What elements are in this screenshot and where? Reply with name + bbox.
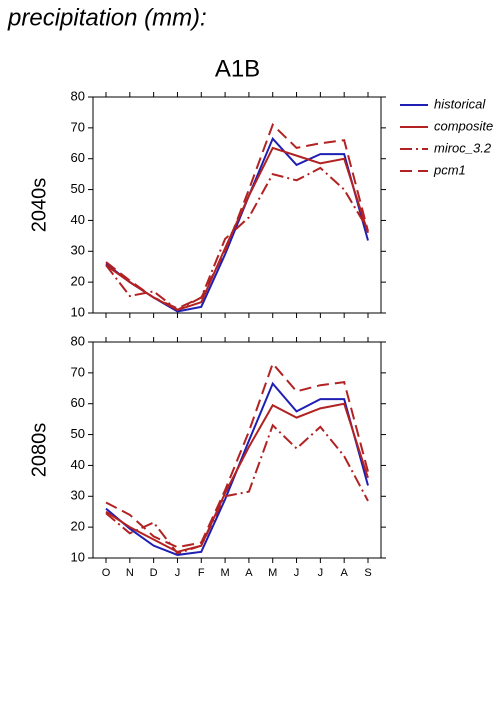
x-tick-label: N xyxy=(126,567,134,579)
y-tick-label: 80 xyxy=(71,333,85,348)
y-axis-label: 2040s xyxy=(28,178,50,233)
heading: precipitation (mm): xyxy=(7,4,207,31)
y-axis-label: 2080s xyxy=(28,423,50,478)
y-tick-label: 70 xyxy=(71,364,85,379)
y-tick-label: 40 xyxy=(71,212,85,227)
plot-frame xyxy=(92,96,382,314)
series-line xyxy=(105,361,369,549)
legend-label: pcm1 xyxy=(433,162,466,177)
x-tick-label: D xyxy=(150,567,158,579)
y-tick-label: 80 xyxy=(71,88,85,103)
plot-frame xyxy=(92,341,382,559)
y-tick-label: 60 xyxy=(71,395,85,410)
x-tick-label: O xyxy=(102,567,111,579)
series-line xyxy=(105,166,369,312)
x-tick-label: M xyxy=(221,567,230,579)
x-tick-label: A xyxy=(341,567,349,579)
y-tick-label: 50 xyxy=(71,181,85,196)
x-tick-label: F xyxy=(198,567,205,579)
series-line xyxy=(105,136,369,313)
series-line xyxy=(105,122,369,310)
legend-label: historical xyxy=(434,96,486,111)
y-tick-label: 60 xyxy=(71,150,85,165)
y-tick-label: 10 xyxy=(71,549,85,564)
x-tick-label: J xyxy=(294,567,300,579)
x-tick-label: S xyxy=(364,567,371,579)
x-tick-label: M xyxy=(268,567,277,579)
y-tick-label: 30 xyxy=(71,488,85,503)
y-tick-label: 30 xyxy=(71,243,85,258)
y-tick-label: 40 xyxy=(71,457,85,472)
series-line xyxy=(105,402,369,553)
chart-title: A1B xyxy=(215,55,260,82)
x-tick-label: J xyxy=(318,567,324,579)
series-line xyxy=(105,423,369,555)
y-tick-label: 20 xyxy=(71,519,85,534)
x-tick-label: J xyxy=(175,567,181,579)
y-tick-label: 10 xyxy=(71,304,85,319)
x-tick-label: A xyxy=(245,567,253,579)
y-tick-label: 70 xyxy=(71,119,85,134)
y-tick-label: 50 xyxy=(71,426,85,441)
legend-label: miroc_3.2 xyxy=(434,140,492,155)
legend-label: composite xyxy=(434,118,493,133)
y-tick-label: 20 xyxy=(71,274,85,289)
